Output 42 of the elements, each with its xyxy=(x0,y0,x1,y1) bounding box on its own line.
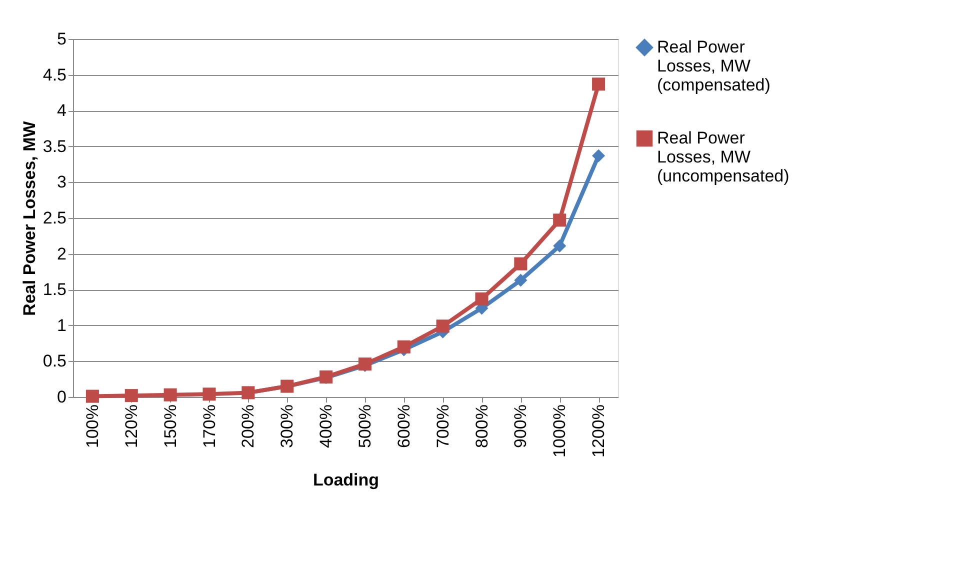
point xyxy=(397,340,410,354)
point xyxy=(592,149,606,162)
y-axis-title: Real Power Losses, MW xyxy=(20,120,39,316)
y-tick-label: 0 xyxy=(57,388,66,406)
point xyxy=(553,239,566,252)
x-tick-label: 500% xyxy=(355,404,374,448)
x-tick-label: 170% xyxy=(200,404,219,448)
x-tick-label: 1000% xyxy=(550,404,570,458)
point xyxy=(475,292,488,306)
point xyxy=(514,274,528,287)
x-tick-label: 900% xyxy=(511,404,530,448)
y-tick-label: 4 xyxy=(57,101,66,120)
x-tick-label: 200% xyxy=(238,404,258,448)
y-tick-label: 0.5 xyxy=(42,352,66,371)
legend-label: Real Power Losses, MW (uncompensated) xyxy=(657,128,790,186)
y-tick-label: 5 xyxy=(57,30,66,48)
x-tick-label: 100% xyxy=(82,404,102,448)
point xyxy=(164,388,177,402)
point xyxy=(553,214,566,227)
x-axis-title: Loading xyxy=(312,470,380,490)
point xyxy=(514,257,528,270)
legend-label: Real Power Losses, MW (compensated) xyxy=(657,38,770,94)
point xyxy=(436,320,450,333)
x-tick-label: 300% xyxy=(278,404,297,448)
y-tick-label: 4.5 xyxy=(42,65,66,84)
point xyxy=(86,390,99,403)
point xyxy=(592,78,606,91)
x-tick-label: 800% xyxy=(472,404,492,448)
x-tick-label: 600% xyxy=(394,404,414,448)
x-tick-label: 120% xyxy=(122,404,141,448)
y-tick-label: 2.5 xyxy=(42,208,66,228)
y-tick-label: 1 xyxy=(57,316,66,335)
y-tick-label: 1.5 xyxy=(42,280,66,300)
point xyxy=(202,388,216,401)
point xyxy=(124,389,138,402)
y-tick-label: 3.5 xyxy=(42,136,66,156)
x-tick-label: 400% xyxy=(316,404,336,448)
y-tick-label: 2 xyxy=(57,244,66,264)
x-tick-label: 1200% xyxy=(589,404,608,458)
y-tick-label: 3 xyxy=(57,172,66,192)
x-tick-label: 150% xyxy=(160,404,180,448)
x-tick-label: 700% xyxy=(433,404,452,448)
